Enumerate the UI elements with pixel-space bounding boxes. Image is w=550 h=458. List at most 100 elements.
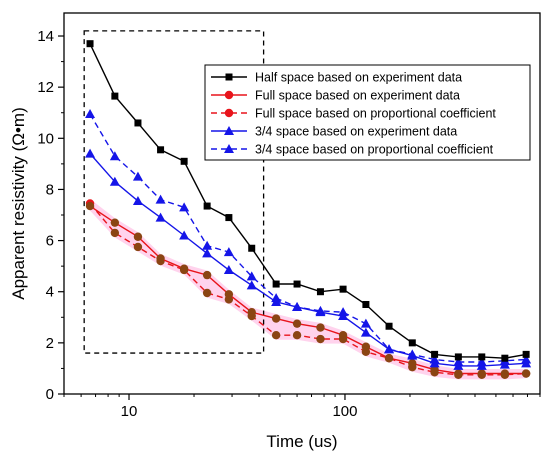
data-point bbox=[408, 359, 417, 368]
legend-item-half: Half space based on experiment data bbox=[211, 71, 462, 85]
data-point bbox=[109, 151, 120, 161]
legend-marker bbox=[224, 90, 234, 100]
legend-label: Half space based on experiment data bbox=[255, 71, 462, 85]
data-point bbox=[454, 369, 463, 378]
data-point bbox=[133, 232, 143, 241]
data-point bbox=[179, 230, 190, 240]
data-point bbox=[156, 254, 165, 263]
legend-label: 3/4 space based on experiment data bbox=[255, 125, 457, 139]
data-point bbox=[271, 296, 282, 306]
data-point bbox=[360, 318, 371, 328]
data-point bbox=[225, 214, 233, 222]
data-point bbox=[292, 302, 303, 312]
data-point bbox=[246, 271, 257, 281]
data-point bbox=[501, 354, 509, 362]
band-area bbox=[90, 198, 527, 380]
data-point bbox=[499, 359, 510, 369]
data-point bbox=[110, 228, 120, 238]
legend-marker bbox=[225, 73, 233, 81]
data-point bbox=[407, 350, 418, 360]
data-point bbox=[431, 350, 439, 358]
series-three-quarter bbox=[85, 148, 532, 370]
data-point bbox=[522, 350, 530, 358]
legend-marker bbox=[224, 144, 234, 153]
data-point bbox=[203, 202, 211, 210]
data-point bbox=[316, 334, 325, 344]
data-point bbox=[155, 212, 166, 222]
data-point bbox=[202, 270, 212, 280]
legend-item-full: Full space based on experiment data bbox=[211, 89, 460, 103]
y-tick-label: 10 bbox=[37, 130, 54, 147]
series-line bbox=[89, 43, 527, 359]
data-point bbox=[521, 369, 531, 378]
data-point bbox=[223, 264, 234, 274]
data-point bbox=[85, 201, 95, 211]
series-group bbox=[85, 40, 532, 380]
data-point bbox=[202, 248, 213, 258]
data-point bbox=[246, 280, 257, 290]
y-tick-label: 0 bbox=[46, 386, 54, 403]
data-point bbox=[202, 288, 212, 298]
x-axis-title: Time (us) bbox=[266, 432, 337, 451]
data-point bbox=[132, 195, 143, 205]
data-point bbox=[224, 290, 234, 299]
legend-label: Full space based on proportional coeffic… bbox=[255, 107, 496, 121]
data-point bbox=[292, 330, 302, 340]
data-point bbox=[110, 218, 120, 227]
highlight-band bbox=[90, 198, 527, 380]
data-point bbox=[86, 40, 94, 48]
data-point bbox=[315, 307, 326, 317]
data-point bbox=[316, 288, 324, 296]
data-point bbox=[429, 358, 440, 368]
data-point bbox=[408, 339, 416, 347]
y-tick-label: 8 bbox=[46, 181, 54, 198]
data-point bbox=[454, 353, 462, 361]
legend-label: 3/4 space based on proportional coeffici… bbox=[255, 143, 494, 157]
data-point bbox=[111, 92, 119, 100]
y-tick-label: 6 bbox=[46, 233, 54, 250]
data-point bbox=[179, 202, 190, 212]
legend-item-three-quarter: 3/4 space based on experiment data bbox=[211, 125, 457, 139]
data-point bbox=[338, 311, 349, 321]
y-tick-label: 4 bbox=[46, 284, 54, 301]
data-point bbox=[521, 358, 532, 368]
data-point bbox=[271, 314, 281, 323]
y-axis-title: Apparent resistivity (Ω•m) bbox=[9, 107, 28, 299]
data-point bbox=[384, 344, 395, 354]
data-point bbox=[223, 247, 234, 257]
legend-box bbox=[204, 64, 531, 161]
data-point bbox=[248, 244, 256, 252]
series-full-prop bbox=[85, 199, 531, 380]
y-tick-label: 2 bbox=[46, 335, 54, 352]
x-tick-label: 100 bbox=[332, 403, 357, 420]
data-point bbox=[202, 240, 213, 250]
data-point bbox=[500, 369, 510, 378]
data-point bbox=[453, 360, 464, 370]
data-point bbox=[362, 301, 370, 309]
series-full bbox=[85, 201, 531, 378]
data-point bbox=[338, 330, 348, 340]
legend-marker bbox=[224, 108, 234, 118]
legend-item-three-quarter-prop: 3/4 space based on proportional coeffici… bbox=[211, 143, 494, 157]
data-point bbox=[157, 146, 165, 154]
series-half bbox=[86, 40, 530, 362]
data-point bbox=[272, 280, 280, 288]
data-point bbox=[293, 280, 301, 288]
data-point bbox=[271, 330, 281, 340]
data-point bbox=[133, 242, 143, 252]
y-tick-label: 12 bbox=[37, 79, 54, 96]
y-tick-label: 14 bbox=[37, 28, 54, 45]
legend-label: Full space based on experiment data bbox=[255, 89, 460, 103]
data-point bbox=[134, 119, 142, 127]
data-point bbox=[477, 369, 486, 378]
legend-item-full-prop: Full space based on proportional coeffic… bbox=[211, 107, 496, 121]
data-point bbox=[132, 171, 143, 181]
data-point bbox=[247, 307, 256, 317]
data-point bbox=[292, 319, 302, 328]
axis-frame bbox=[63, 12, 541, 395]
data-point bbox=[155, 194, 166, 204]
data-point bbox=[384, 354, 394, 363]
data-point bbox=[85, 109, 96, 119]
data-point bbox=[109, 176, 120, 186]
